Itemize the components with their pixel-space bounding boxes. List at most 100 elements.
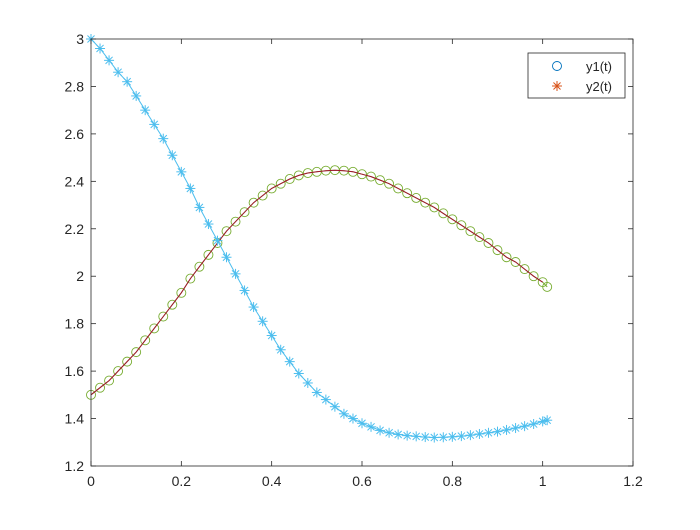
series-2-point xyxy=(375,175,386,186)
series-1-point xyxy=(357,418,367,429)
series-2-point xyxy=(510,257,521,267)
series-1-point xyxy=(429,432,440,443)
series-layer xyxy=(86,34,553,443)
x-tick-label: 0.6 xyxy=(352,473,372,489)
series-1-point xyxy=(347,413,358,424)
y-tick-label: 1.6 xyxy=(65,363,85,379)
series-2-point xyxy=(402,188,413,199)
series-2-point xyxy=(366,171,376,182)
x-tick-label: 0.4 xyxy=(262,473,282,489)
x-tick-label: 1.2 xyxy=(623,473,643,489)
series-2-point xyxy=(104,375,115,386)
x-tick-label: 1 xyxy=(539,473,547,489)
series-1-point xyxy=(104,55,115,66)
legend-asterisk-marker xyxy=(552,81,562,91)
series-1-point xyxy=(438,432,449,443)
series-1-point xyxy=(456,431,467,442)
series-2-point xyxy=(542,281,553,292)
series-1-point xyxy=(248,302,259,313)
series-2-point xyxy=(429,202,440,213)
series-2-point xyxy=(447,214,458,225)
series-1-point xyxy=(393,429,404,440)
series-1-point xyxy=(293,368,304,379)
series-2-point xyxy=(501,252,512,263)
series-1-point xyxy=(501,424,512,435)
series-2-point xyxy=(140,335,151,346)
series-1-point xyxy=(284,356,295,367)
series-1-point xyxy=(131,90,142,101)
series-1-point xyxy=(203,219,214,230)
series-1-point xyxy=(411,431,422,442)
series-1-point xyxy=(492,426,503,437)
series-2-point xyxy=(113,366,124,377)
series-1-point xyxy=(212,235,223,246)
series-2-point xyxy=(239,207,250,218)
series-1-point xyxy=(366,421,377,432)
series-1-point xyxy=(384,427,395,438)
y-tick-label: 1.8 xyxy=(65,316,85,332)
series-1-point xyxy=(95,43,106,54)
series-2-point xyxy=(348,166,358,177)
series-1-point xyxy=(140,105,151,116)
y-tick-label: 3 xyxy=(76,31,84,47)
series-1-point xyxy=(474,428,485,439)
series-1-point xyxy=(266,330,277,341)
series-2-point xyxy=(465,226,476,237)
series-2-point xyxy=(221,226,232,237)
series-1-point xyxy=(519,421,530,432)
axes-background xyxy=(91,39,633,466)
series-1-point xyxy=(275,344,286,355)
series-1-point xyxy=(465,430,476,441)
series-1 xyxy=(86,34,553,443)
series-2-point xyxy=(528,271,539,282)
series-1-point xyxy=(257,316,268,327)
series-2-point xyxy=(257,190,268,201)
series-2-point xyxy=(438,208,449,219)
series-2-point xyxy=(266,183,277,194)
series-2-point xyxy=(176,287,187,298)
series-2-point xyxy=(194,261,205,272)
series-2-point xyxy=(167,299,178,310)
series-1-point xyxy=(158,133,169,144)
series-2-point xyxy=(149,323,160,334)
series-2-point xyxy=(248,197,259,208)
series-1-point xyxy=(113,67,124,78)
series-2-point xyxy=(519,264,530,275)
series-2-point xyxy=(122,356,133,367)
series-2-point xyxy=(293,170,304,181)
series-2-point xyxy=(185,273,196,284)
series-1-point xyxy=(230,268,241,279)
series-1-point xyxy=(302,377,313,388)
series-1-point xyxy=(402,430,413,441)
legend[interactable]: y1(t) y2(t) xyxy=(527,52,626,99)
series-1-point xyxy=(447,431,458,442)
y-tick-label: 2.4 xyxy=(65,173,85,189)
series-1-point xyxy=(185,183,196,194)
series-2-point xyxy=(456,220,467,231)
series-2-point xyxy=(284,174,295,184)
series-2-point xyxy=(411,192,422,203)
x-tick-label: 0 xyxy=(87,473,95,489)
y-tick-label: 1.4 xyxy=(65,411,85,427)
legend-entry-label: y2(t) xyxy=(586,79,612,94)
series-1-point xyxy=(122,76,133,87)
series-2-point xyxy=(492,245,503,256)
series-1-point xyxy=(167,150,178,161)
series-2-point xyxy=(420,197,431,208)
series-3 xyxy=(90,169,543,396)
series-1-point xyxy=(510,423,521,434)
y-tick-label: 2.2 xyxy=(65,221,85,237)
legend-box xyxy=(527,52,626,99)
series-2-point xyxy=(393,183,404,194)
series-2-point xyxy=(131,347,142,358)
series-1-point xyxy=(420,432,431,443)
x-tick-label: 0.2 xyxy=(172,473,192,489)
series-2-point xyxy=(158,311,169,322)
y-tick-label: 2.6 xyxy=(65,126,85,142)
y-tick-label: 2.8 xyxy=(65,78,85,94)
series-1-point xyxy=(375,425,386,436)
series-2-point xyxy=(95,382,105,393)
series-1-point xyxy=(338,408,349,419)
